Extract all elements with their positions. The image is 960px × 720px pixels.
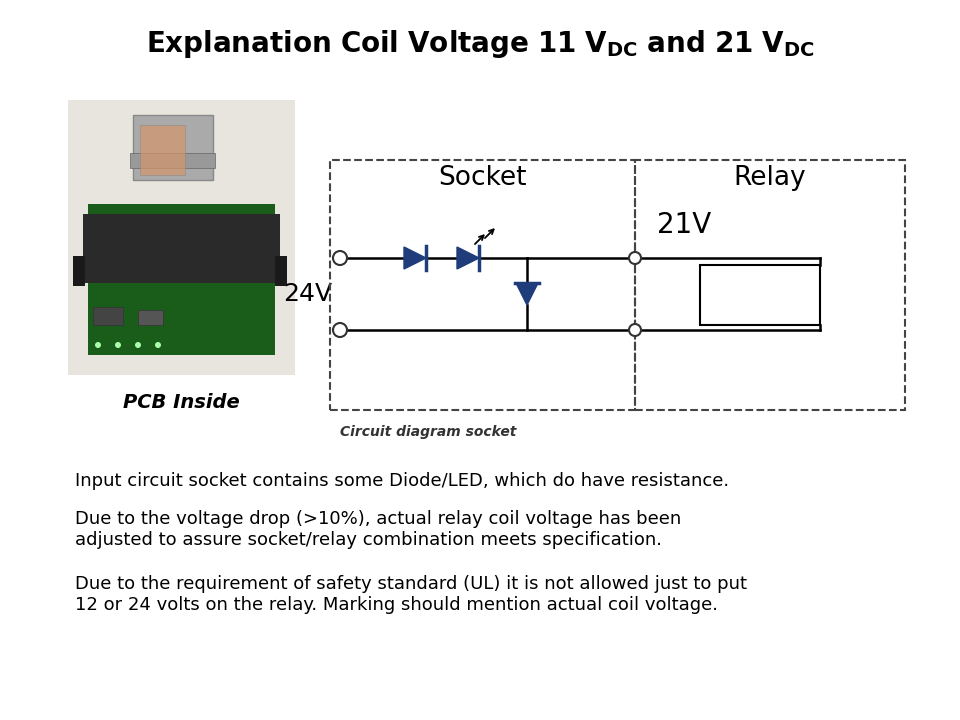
Text: Input circuit socket contains some Diode/LED, which do have resistance.: Input circuit socket contains some Diode… bbox=[75, 472, 730, 490]
Circle shape bbox=[629, 252, 641, 264]
Text: $\bf{Explanation\ Coil\ Voltage\ 11\ V_{DC}\ and\ 21\ V_{DC}}$: $\bf{Explanation\ Coil\ Voltage\ 11\ V_{… bbox=[146, 28, 814, 60]
Bar bbox=[275, 256, 287, 287]
Bar bbox=[133, 115, 213, 180]
Bar bbox=[68, 100, 295, 375]
Text: PCB Inside: PCB Inside bbox=[123, 394, 240, 413]
Text: Circuit diagram socket: Circuit diagram socket bbox=[340, 425, 516, 439]
Text: 24V: 24V bbox=[283, 282, 332, 306]
Polygon shape bbox=[457, 247, 479, 269]
Bar bbox=[73, 256, 85, 287]
Bar bbox=[635, 160, 905, 410]
Bar bbox=[93, 307, 123, 325]
Circle shape bbox=[333, 323, 347, 337]
Circle shape bbox=[115, 342, 121, 348]
Circle shape bbox=[155, 342, 161, 348]
Bar bbox=[140, 125, 185, 175]
Circle shape bbox=[629, 324, 641, 336]
Bar bbox=[83, 214, 280, 282]
Circle shape bbox=[333, 251, 347, 265]
Text: Due to the voltage drop (>10%), actual relay coil voltage has been
adjusted to a: Due to the voltage drop (>10%), actual r… bbox=[75, 510, 682, 549]
Text: Due to the requirement of safety standard (UL) it is not allowed just to put
12 : Due to the requirement of safety standar… bbox=[75, 575, 747, 613]
Text: Relay: Relay bbox=[733, 165, 806, 191]
Bar bbox=[330, 160, 635, 410]
Bar bbox=[138, 310, 163, 325]
Circle shape bbox=[95, 342, 101, 348]
Polygon shape bbox=[516, 283, 538, 305]
Bar bbox=[88, 204, 275, 355]
Polygon shape bbox=[404, 247, 426, 269]
Text: 21V: 21V bbox=[657, 211, 711, 239]
Circle shape bbox=[135, 342, 141, 348]
Text: Socket: Socket bbox=[439, 165, 527, 191]
Bar bbox=[130, 153, 215, 168]
Bar bbox=[700, 265, 820, 325]
